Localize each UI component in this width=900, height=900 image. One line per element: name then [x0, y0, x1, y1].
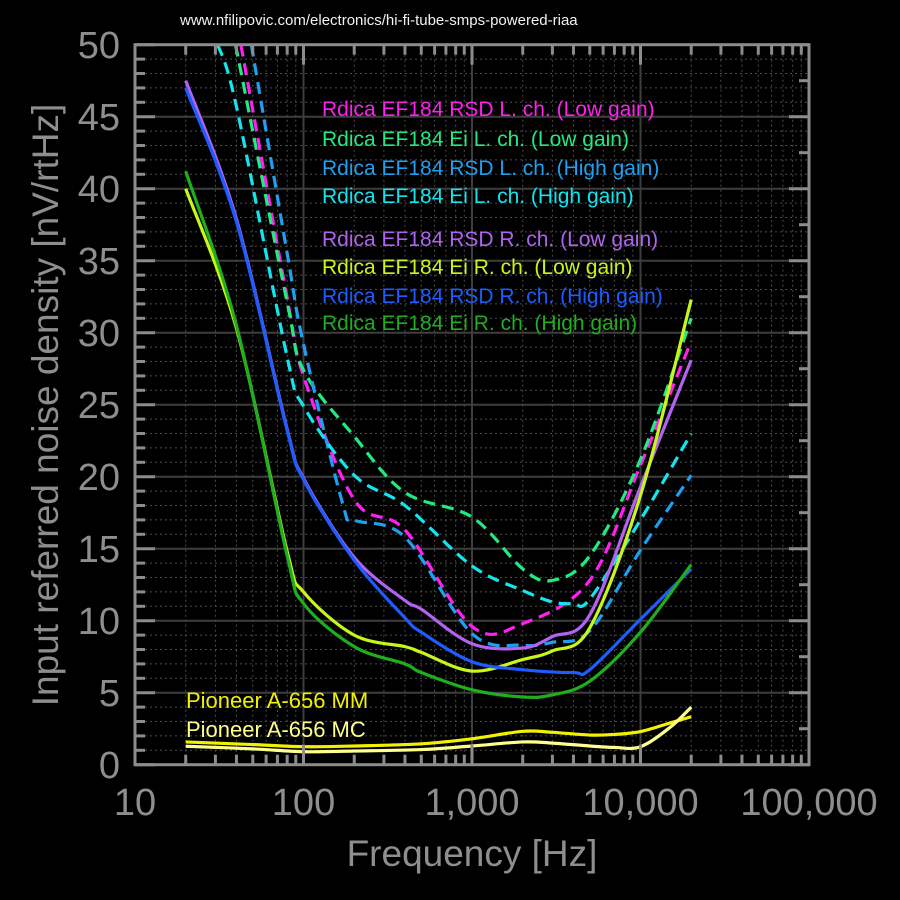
legend-item: Rdica EF184 Ei L. ch. (High gain) — [322, 185, 634, 208]
series-line-3 — [216, 44, 693, 609]
legend-item: Pioneer A-656 MM — [186, 688, 369, 713]
axis-ticks — [133, 43, 809, 767]
x-tick-label: 10 — [114, 782, 156, 824]
y-tick-label: 10 — [78, 601, 120, 643]
y-tick-label: 45 — [78, 97, 120, 139]
legend-item: Rdica EF184 Ei L. ch. (Low gain) — [322, 128, 629, 151]
x-tick-label: 100 — [272, 782, 335, 824]
y-tick-label: 35 — [78, 241, 120, 283]
series-line-1 — [233, 44, 693, 583]
y-tick-label: 20 — [78, 457, 120, 499]
tick-labels: 0 5 10 15 20 25 30 35 40 45 50 10 100 1,000 10,000 100,… — [78, 25, 878, 824]
x-tick-label: 1,000 — [424, 782, 519, 824]
source-url-text: www.nfilipovic.com/electronics/hi-fi-tub… — [180, 12, 578, 29]
y-tick-label: 30 — [78, 313, 120, 355]
legend-item: Rdica EF184 RSD L. ch. (High gain) — [322, 157, 660, 180]
legend-item: Pioneer A-656 MC — [186, 717, 366, 742]
legend-item: Rdica EF184 RSD R. ch. (Low gain) — [322, 228, 659, 251]
y-tick-label: 50 — [78, 25, 120, 67]
legend-item: Rdica EF184 Ei R. ch. (High gain) — [322, 312, 638, 335]
y-tick-label: 0 — [99, 745, 120, 787]
x-tick-label: 10,000 — [582, 782, 698, 824]
gridlines — [135, 44, 809, 765]
series-line-7 — [184, 170, 693, 700]
x-tick-label: 100,000 — [740, 782, 877, 824]
series-line-6 — [184, 87, 693, 677]
y-tick-label: 40 — [78, 169, 120, 211]
series-line-2 — [249, 44, 693, 648]
legend-item: Rdica EF184 Ei R. ch. (Low gain) — [322, 256, 633, 279]
legend-item: Rdica EF184 RSD R. ch. (High gain) — [322, 285, 663, 308]
x-axis-title: Frequency [Hz] — [347, 833, 598, 874]
legend-item: Rdica EF184 RSD L. ch. (Low gain) — [322, 98, 655, 121]
y-tick-label: 5 — [99, 673, 120, 715]
y-tick-label: 15 — [78, 529, 120, 571]
y-axis-title: Input referred noise density [nV/rtHz] — [25, 104, 66, 707]
curves — [184, 44, 693, 754]
y-tick-label: 25 — [78, 385, 120, 427]
